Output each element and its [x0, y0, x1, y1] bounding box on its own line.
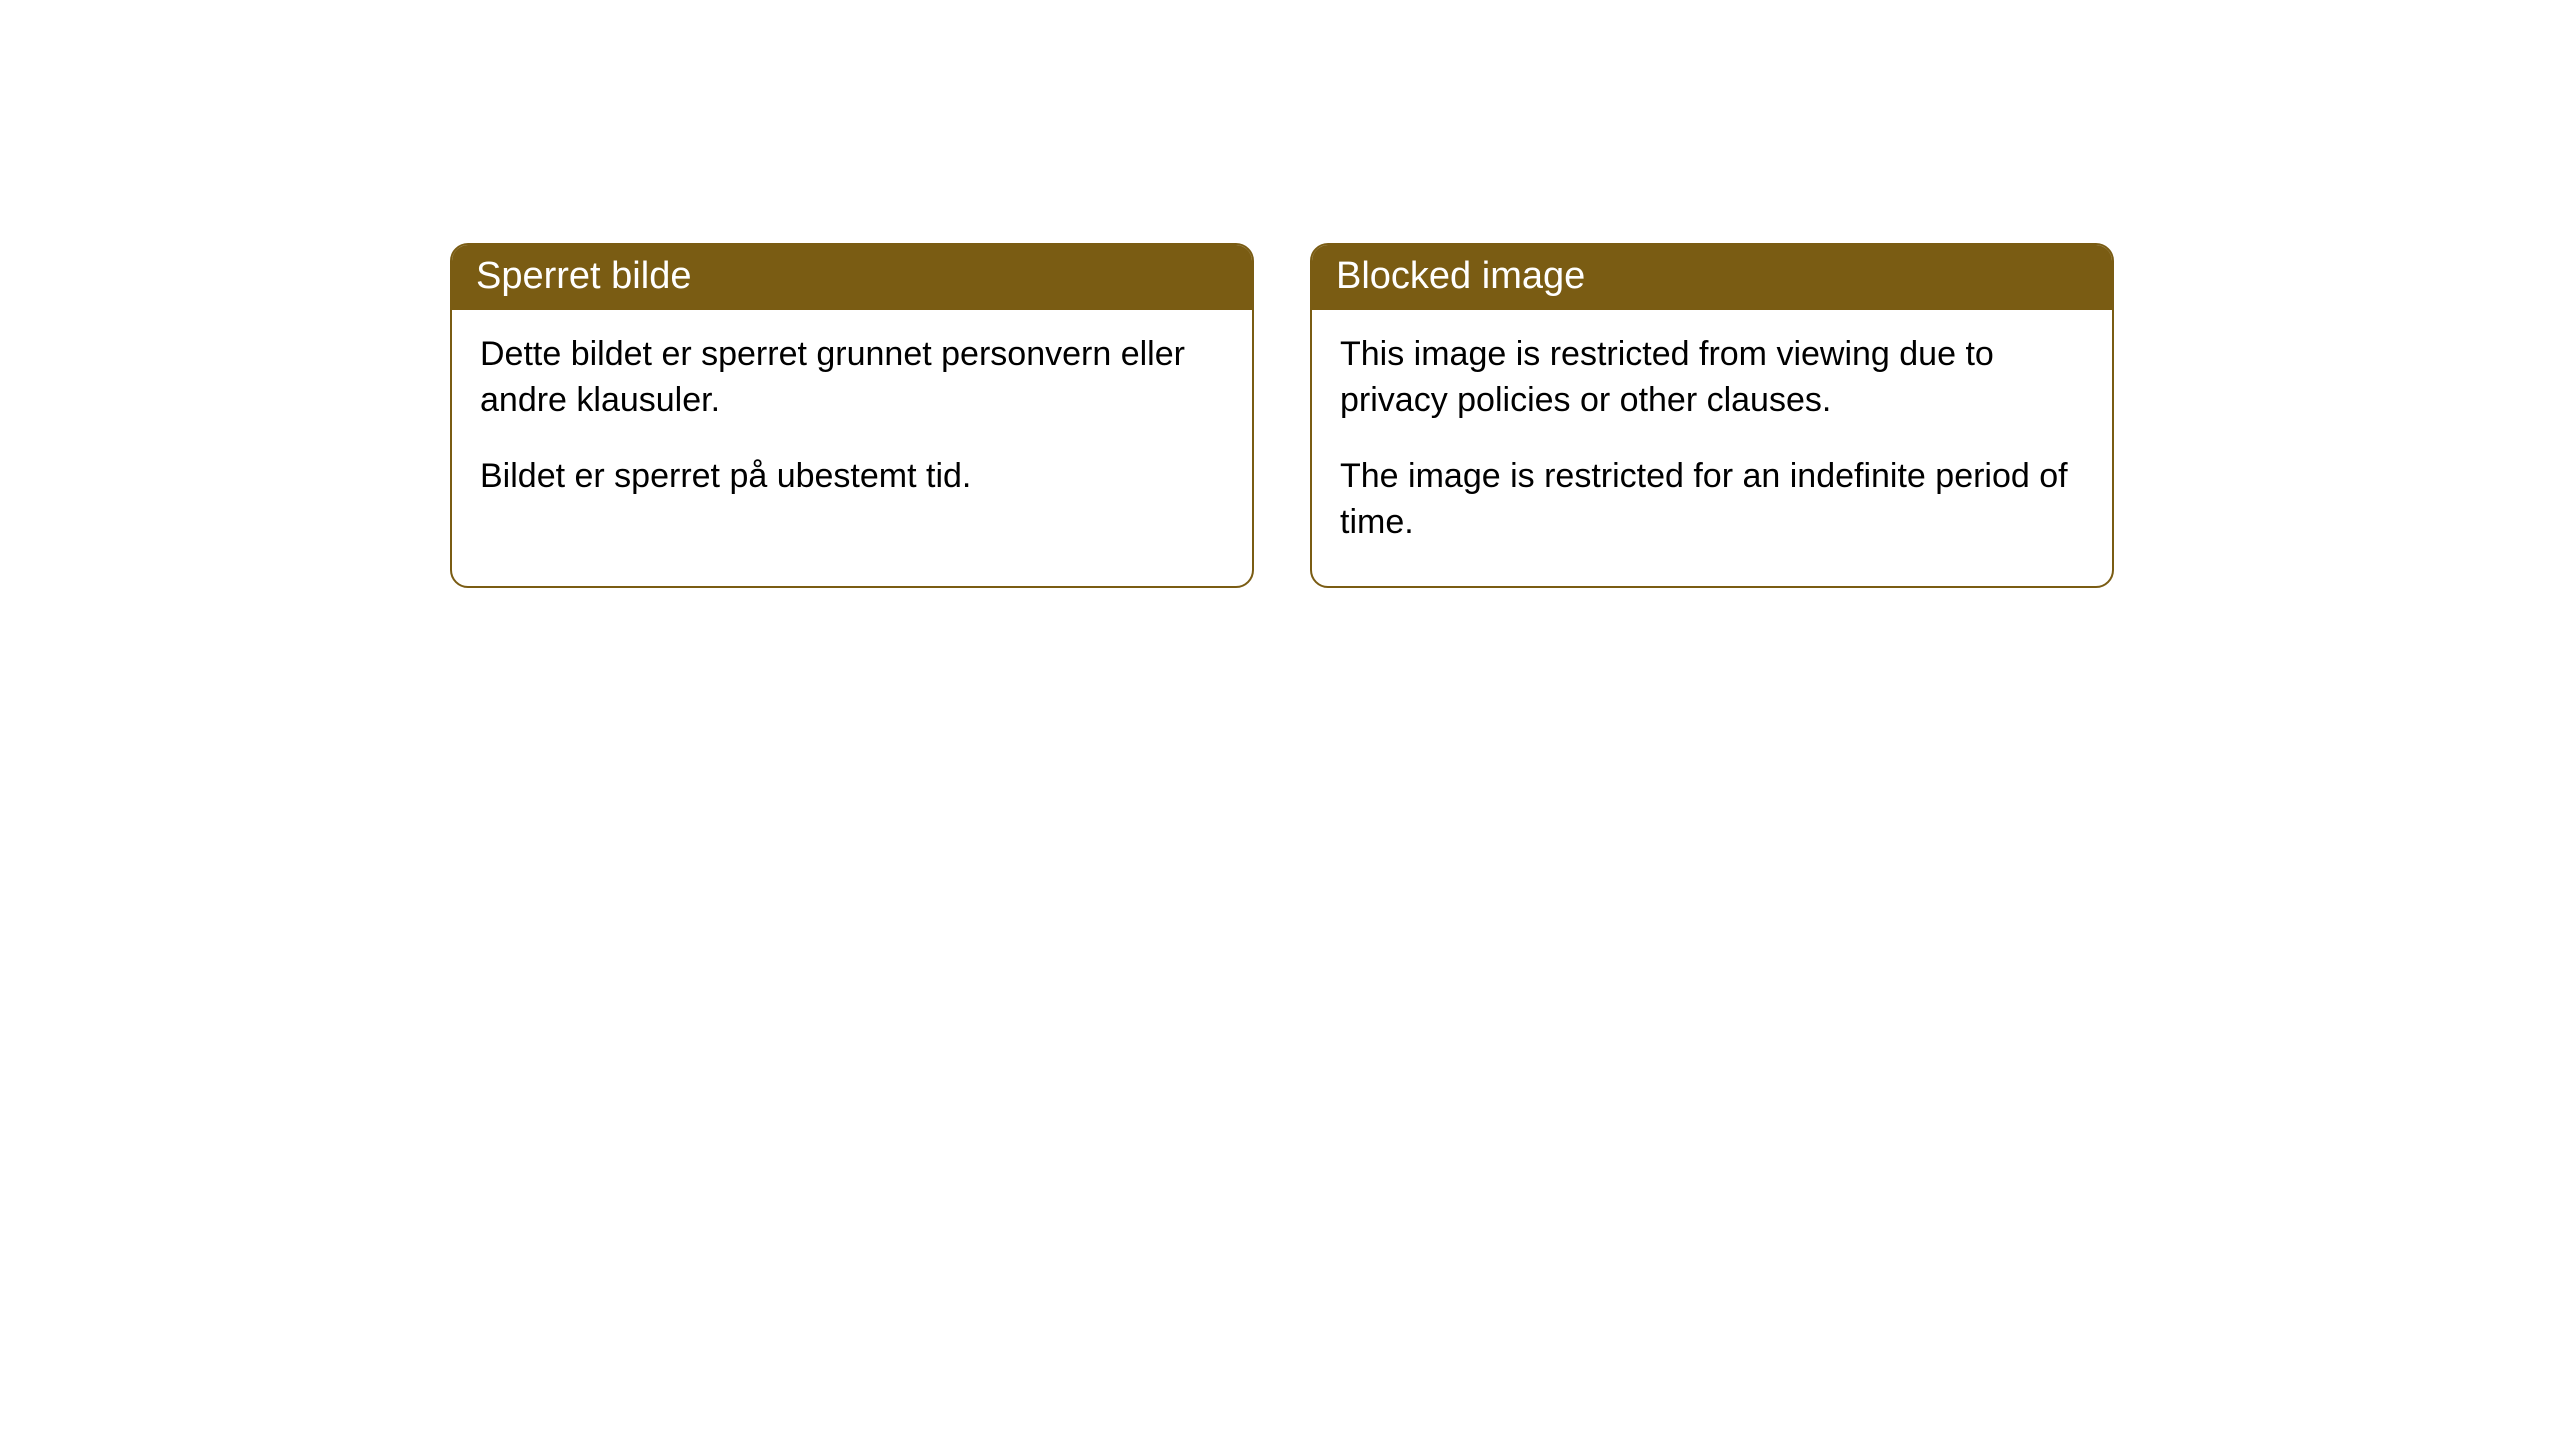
cards-container: Sperret bilde Dette bildet er sperret gr…: [450, 243, 2114, 588]
card-body: This image is restricted from viewing du…: [1312, 310, 2112, 586]
card-paragraph: The image is restricted for an indefinit…: [1340, 454, 2084, 546]
card-paragraph: Dette bildet er sperret grunnet personve…: [480, 332, 1224, 424]
card-header: Blocked image: [1312, 245, 2112, 310]
blocked-image-card-english: Blocked image This image is restricted f…: [1310, 243, 2114, 588]
blocked-image-card-norwegian: Sperret bilde Dette bildet er sperret gr…: [450, 243, 1254, 588]
card-paragraph: Bildet er sperret på ubestemt tid.: [480, 454, 1224, 500]
card-body: Dette bildet er sperret grunnet personve…: [452, 310, 1252, 540]
card-paragraph: This image is restricted from viewing du…: [1340, 332, 2084, 424]
card-header: Sperret bilde: [452, 245, 1252, 310]
